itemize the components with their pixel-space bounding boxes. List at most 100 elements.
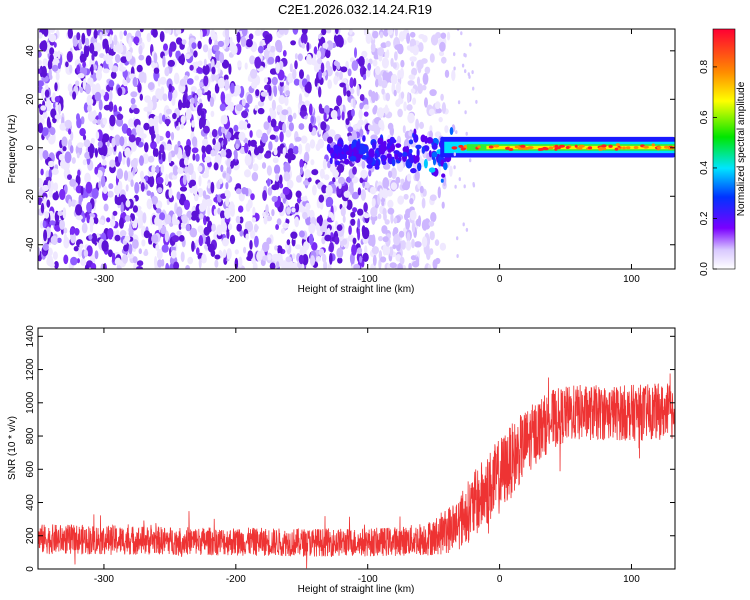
spectrogram-noise-cell — [388, 246, 394, 257]
spectrogram-noise-cell — [156, 133, 161, 144]
spectrogram-noise-cell — [250, 193, 255, 201]
spectrogram-transition-cell — [380, 154, 387, 160]
spectrogram-noise-cell — [449, 165, 453, 177]
spectrogram-noise-cell — [101, 144, 108, 157]
spectrogram-noise-cell — [176, 191, 181, 200]
spectrogram-noise-cell — [327, 160, 331, 169]
spectrogram-noise-cell — [118, 106, 122, 112]
spectrogram-noise-cell — [360, 189, 366, 201]
spectrogram-noise-cell — [241, 29, 248, 37]
spectrogram-noise-cell — [322, 158, 327, 170]
spectrogram-noise-cell — [340, 206, 346, 217]
spectrogram-noise-cell — [324, 234, 332, 242]
spectrogram-noise-cell — [455, 130, 458, 135]
spectrogram-noise-cell — [97, 65, 103, 73]
spectrogram-noise-cell — [410, 255, 417, 261]
spectrogram-noise-cell — [389, 262, 397, 269]
spectrogram-noise-cell — [202, 138, 209, 147]
spectrogram-noise-cell — [370, 206, 378, 218]
spectrogram-frame — [37, 28, 676, 270]
spectrogram-noise-cell — [308, 122, 313, 133]
spectrogram-noise-cell — [461, 63, 465, 68]
spectrogram-noise-cell — [405, 218, 410, 230]
spectrogram-noise-cell — [168, 83, 173, 93]
spectrogram-noise-cell — [435, 257, 441, 265]
signal-peak-cell — [477, 145, 481, 149]
spectrogram-noise-cell — [55, 190, 59, 200]
spectrogram-noise-cell — [429, 194, 437, 201]
spectrogram-noise-cell — [210, 149, 216, 157]
spectrogram-noise-cell — [150, 141, 157, 150]
spectrogram-noise-cell — [185, 108, 192, 120]
spectrogram-noise-cell — [112, 210, 118, 216]
spectrogram-noise-cell — [323, 174, 330, 181]
signal-peak-cell — [587, 146, 593, 150]
spectrogram-y-tick-label: 20 — [25, 93, 36, 105]
spectrogram-transition-cell — [330, 153, 335, 159]
spectrogram-noise-cell — [62, 146, 67, 152]
spectrogram-x-ticks: -300 -200 -100 0 100 — [94, 29, 640, 285]
spectrogram-noise-cell — [174, 144, 179, 155]
spectrogram-noise-cell — [71, 157, 76, 164]
spectrogram-noise-cell — [245, 38, 253, 48]
spectrogram-noise-cell — [102, 133, 110, 143]
spectrogram-noise-cell — [320, 226, 327, 233]
spectrogram-noise-cell — [268, 141, 273, 151]
spectrogram-noise-cell — [111, 137, 116, 148]
spectrogram-noise-cell — [139, 155, 144, 166]
spectrogram-noise-cell — [60, 159, 67, 169]
spectrogram-noise-cell — [248, 33, 254, 40]
spectrogram-noise-cell — [179, 78, 187, 87]
spectrogram-noise-cell — [348, 29, 353, 35]
spectrogram-noise-cell — [318, 194, 325, 203]
spectrogram-noise-cell — [180, 251, 185, 263]
spectrogram-noise-cell — [183, 199, 190, 210]
colorbar-tick-label: 0.0 — [699, 262, 710, 276]
spectrogram-noise-cell — [76, 32, 81, 41]
spectrogram-noise-cell — [42, 220, 47, 229]
spectrogram-noise-cell — [140, 182, 145, 192]
spectrogram-noise-cell — [119, 40, 123, 51]
spectrogram-noise-cell — [54, 261, 59, 269]
spectrogram-noise-cell — [211, 223, 217, 232]
spectrogram-noise-cell — [68, 128, 72, 135]
spectrogram-noise-cell — [40, 168, 44, 176]
spectrogram-noise-cell — [241, 110, 249, 119]
spectrogram-noise-cell — [169, 263, 174, 269]
spectrogram-noise-cell — [38, 59, 42, 66]
spectrogram-noise-cell — [370, 134, 378, 141]
spectrogram-noise-cell — [156, 248, 163, 260]
spectrogram-noise-cell — [454, 184, 457, 189]
spectrogram-noise-cell — [197, 187, 204, 198]
spectrogram-noise-cell — [114, 257, 122, 266]
spectrogram-noise-cell — [53, 51, 59, 58]
spectrogram-transition-cell — [380, 142, 386, 149]
spectrogram-noise-cell — [249, 239, 253, 250]
spectrogram-noise-cell — [400, 240, 407, 250]
spectrogram-noise-cell — [203, 75, 209, 87]
spectrogram-noise-cell — [67, 174, 72, 181]
spectrogram-noise-cell — [107, 190, 114, 198]
colorbar-gradient — [713, 29, 735, 269]
spectrogram-noise-cell — [290, 40, 296, 46]
spectrogram-noise-cell — [103, 104, 111, 111]
spectrogram-noise-cell — [225, 196, 230, 207]
spectrogram-noise-cell — [266, 165, 272, 176]
spectrogram-noise-cell — [318, 69, 322, 80]
spectrogram-noise-cell — [294, 60, 298, 70]
snr-series-line — [38, 373, 675, 569]
spectrogram-transition-cell — [441, 173, 446, 178]
spectrogram-noise-cell — [151, 132, 155, 143]
spectrogram-transition-cell — [420, 134, 426, 143]
spectrogram-noise-cell — [187, 256, 194, 265]
spectrogram-noise-cell — [98, 181, 102, 189]
spectrogram-noise-cell — [94, 250, 99, 260]
spectrogram-noise-cell — [195, 239, 199, 247]
spectrogram-noise-cell — [99, 31, 103, 41]
spectrogram-noise-cell — [405, 240, 412, 251]
spectrogram-noise-cell — [90, 137, 95, 145]
spectrogram-noise-cell — [86, 213, 90, 224]
spectrogram-noise-cell — [412, 97, 417, 105]
spectrogram-noise-cell — [275, 39, 282, 50]
